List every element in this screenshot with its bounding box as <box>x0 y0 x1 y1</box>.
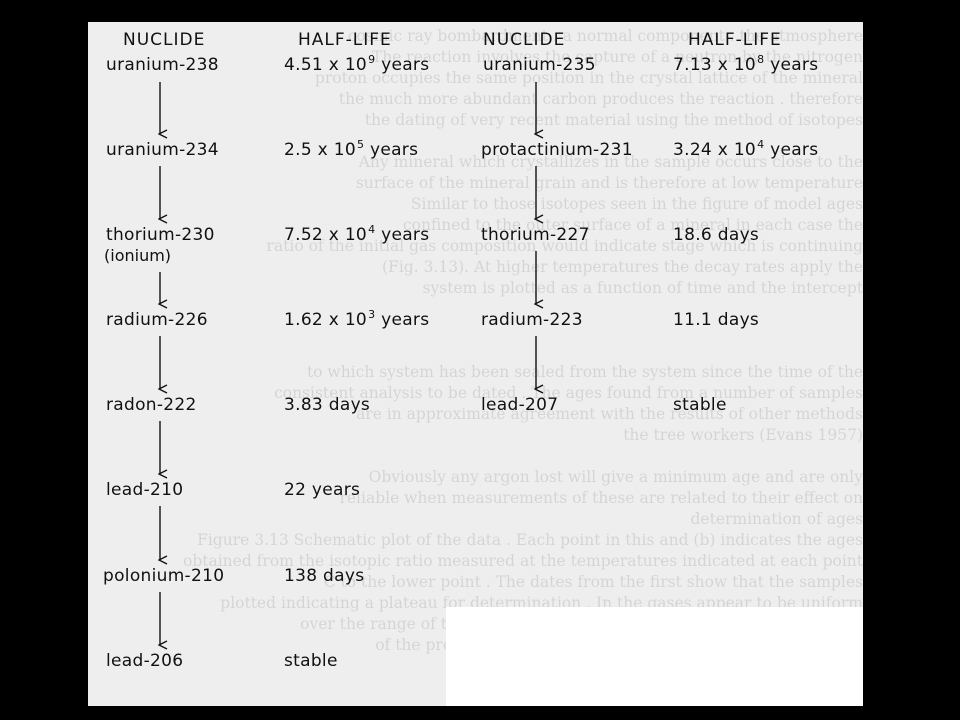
header-nuclide-left: NUCLIDE <box>123 30 206 50</box>
half-life-mantissa: 1.62 x 10 <box>284 310 368 330</box>
half-life-exponent: 5 <box>356 138 365 151</box>
nuclide-label: lead-210 <box>106 480 184 500</box>
scanned-page: cosmic ray bombardment . a normal compon… <box>88 22 863 706</box>
nuclide-label: radium-226 <box>106 310 208 330</box>
half-life-unit: years <box>375 55 430 75</box>
nuclide-label: uranium-235 <box>483 55 596 75</box>
half-life-value: 138 days <box>284 566 365 586</box>
header-half-life-right: HALF-LIFE <box>688 30 782 50</box>
half-life-unit: years <box>764 140 819 160</box>
half-life-mantissa: 7.13 x 10 <box>673 55 757 75</box>
half-life-value: 1.62 x 103 years <box>284 308 430 332</box>
half-life-mantissa: 7.52 x 10 <box>284 225 368 245</box>
half-life-exponent: 4 <box>368 223 376 236</box>
half-life-exponent: 3 <box>368 308 376 321</box>
nuclide-label: polonium-210 <box>103 566 225 586</box>
half-life-unit: years <box>375 310 430 330</box>
nuclide-label: radon-222 <box>106 395 197 415</box>
half-life-value: 4.51 x 109 years <box>284 53 430 77</box>
half-life-mantissa: 3.24 x 10 <box>673 140 757 160</box>
half-life-unit: years <box>764 55 819 75</box>
half-life-value: 2.5 x 105 years <box>284 138 419 162</box>
half-life-mantissa: 4.51 x 10 <box>284 55 368 75</box>
header-nuclide-right: NUCLIDE <box>483 30 566 50</box>
half-life-exponent: 8 <box>757 53 765 66</box>
half-life-mantissa: 2.5 x 10 <box>284 140 356 160</box>
half-life-exponent: 4 <box>757 138 765 151</box>
half-life-value: 3.24 x 104 years <box>673 138 819 162</box>
half-life-value: 22 years <box>284 480 361 500</box>
nuclide-label: protactinium-231 <box>481 140 633 160</box>
nuclide-label: radium-223 <box>481 310 583 330</box>
half-life-value: stable <box>673 395 727 415</box>
header-half-life-left: HALF-LIFE <box>298 30 392 50</box>
nuclide-label: lead-207 <box>481 395 559 415</box>
blank-patch <box>446 607 863 706</box>
ionium-note: (ionium) <box>104 246 172 265</box>
half-life-value: 7.52 x 104 years <box>284 223 430 247</box>
half-life-value: 7.13 x 108 years <box>673 53 819 77</box>
half-life-unit: years <box>364 140 419 160</box>
nuclide-label: lead-206 <box>106 651 184 671</box>
half-life-value: 11.1 days <box>673 310 760 330</box>
nuclide-label: uranium-238 <box>106 55 219 75</box>
half-life-value: 3.83 days <box>284 395 371 415</box>
decay-arrows <box>88 82 863 706</box>
half-life-unit: years <box>375 225 430 245</box>
nuclide-label: uranium-234 <box>106 140 219 160</box>
half-life-exponent: 9 <box>368 53 376 66</box>
nuclide-label: thorium-230 <box>106 225 215 245</box>
half-life-value: 18.6 days <box>673 225 760 245</box>
half-life-value: stable <box>284 651 338 671</box>
nuclide-label: thorium-227 <box>481 225 590 245</box>
